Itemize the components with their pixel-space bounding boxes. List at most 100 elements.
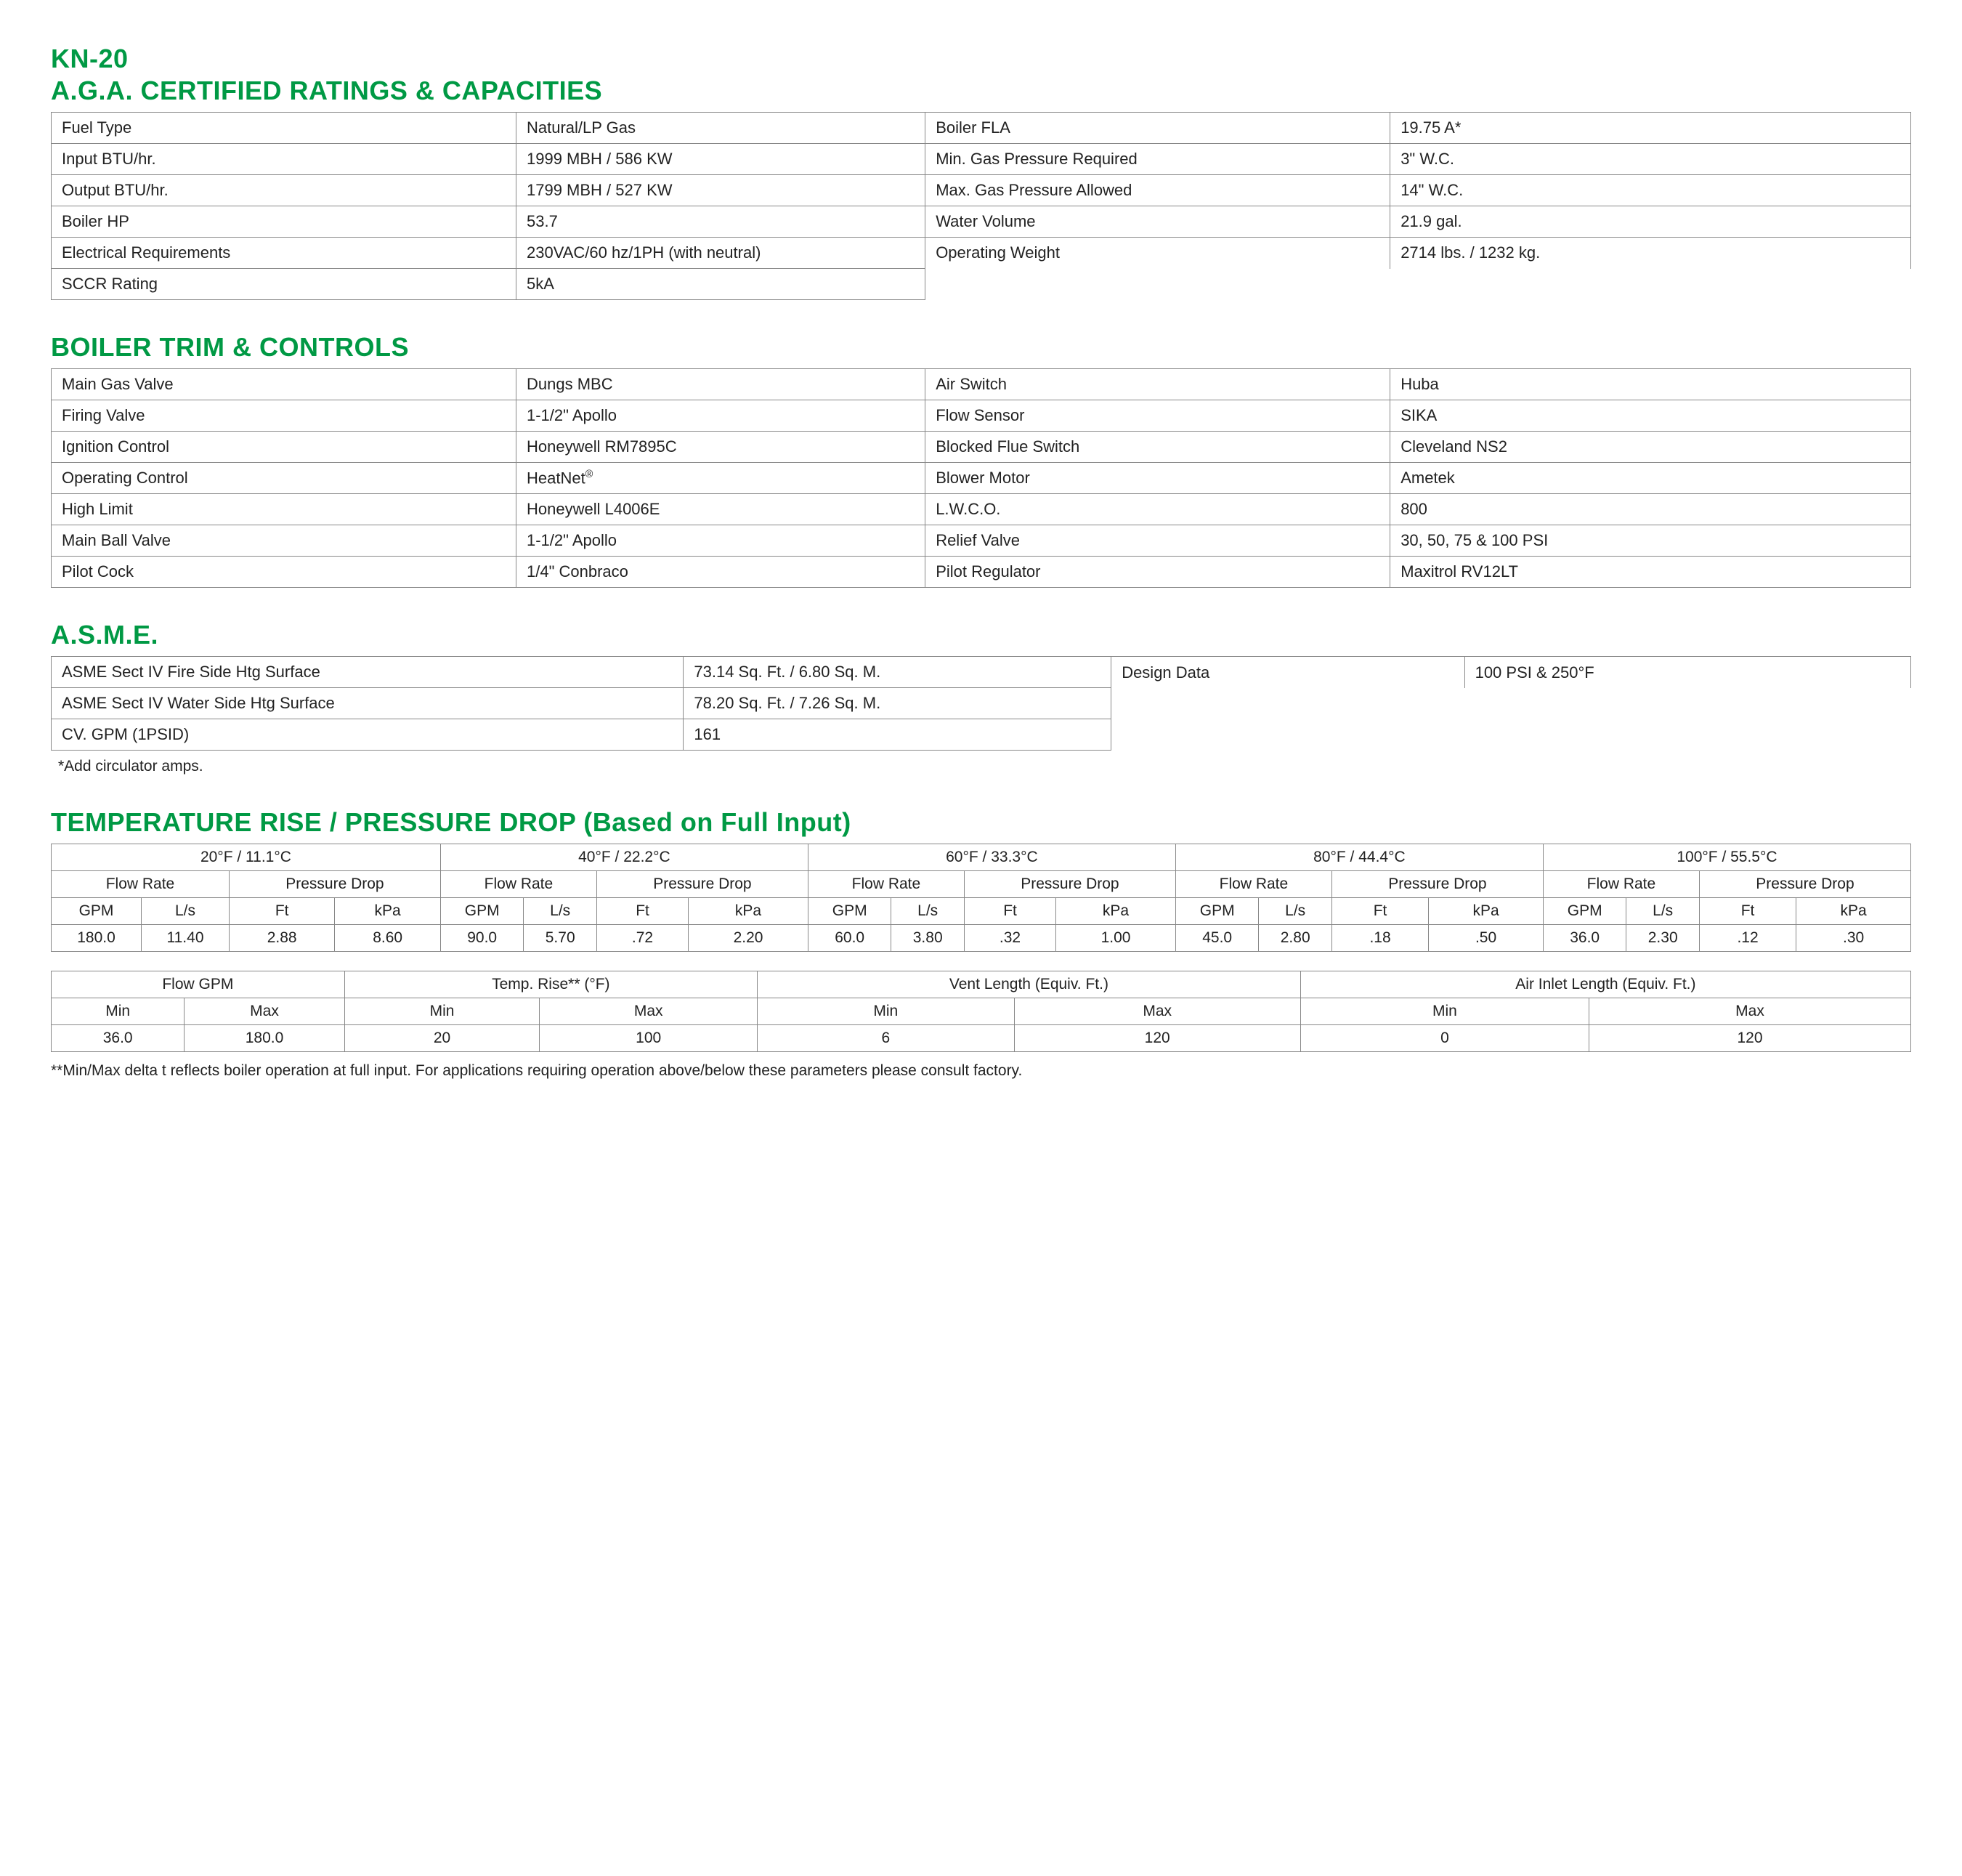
- temp-value: .12: [1699, 925, 1796, 952]
- temp-sub-header: Flow Rate: [1543, 871, 1699, 898]
- temp-sub-header: Pressure Drop: [1331, 871, 1543, 898]
- limits-subheader: Min: [52, 998, 185, 1025]
- limits-header: Vent Length (Equiv. Ft.): [758, 971, 1301, 998]
- temp-unit-header: L/s: [891, 898, 965, 925]
- temp-value: .18: [1331, 925, 1428, 952]
- temp-group-header: 20°F / 11.1°C: [52, 844, 441, 871]
- table-cell: Honeywell RM7895C: [516, 432, 925, 463]
- table-cell: Cleveland NS2: [1390, 432, 1911, 463]
- temp-group-header: 40°F / 22.2°C: [440, 844, 808, 871]
- temp-unit-header: Ft: [596, 898, 688, 925]
- table-cell: 1-1/2" Apollo: [516, 400, 925, 432]
- table-cell: 230VAC/60 hz/1PH (with neutral): [516, 238, 925, 269]
- limits-header: Flow GPM: [52, 971, 345, 998]
- temp-unit-header: Ft: [964, 898, 1055, 925]
- limits-subheader: Max: [540, 998, 758, 1025]
- table-cell: [1464, 719, 1910, 751]
- limits-subheader: Min: [758, 998, 1015, 1025]
- temp-group-header: 80°F / 44.4°C: [1175, 844, 1543, 871]
- asme-note: *Add circulator amps.: [58, 758, 1911, 775]
- table-cell: Flow Sensor: [925, 400, 1390, 432]
- temp-sub-header: Flow Rate: [52, 871, 230, 898]
- table-cell: Firing Valve: [52, 400, 516, 432]
- temp-value: 2.80: [1259, 925, 1332, 952]
- table-cell: Relief Valve: [925, 525, 1390, 557]
- temp-sub-header: Flow Rate: [1175, 871, 1331, 898]
- limits-value: 20: [344, 1025, 540, 1052]
- limits-note: **Min/Max delta t reflects boiler operat…: [51, 1062, 1911, 1080]
- temp-unit-header: GPM: [440, 898, 524, 925]
- table-cell: 78.20 Sq. Ft. / 7.26 Sq. M.: [684, 688, 1111, 719]
- table-cell: Ametek: [1390, 463, 1911, 494]
- temp-value: .72: [596, 925, 688, 952]
- temp-value: 60.0: [808, 925, 891, 952]
- table-cell: Design Data: [1111, 657, 1464, 688]
- table-cell: Min. Gas Pressure Required: [925, 144, 1390, 175]
- limits-header: Air Inlet Length (Equiv. Ft.): [1300, 971, 1910, 998]
- temp-sub-header: Flow Rate: [808, 871, 964, 898]
- asme-title: A.S.M.E.: [51, 620, 1911, 650]
- model-number: KN-20: [51, 44, 1911, 74]
- table-cell: 161: [684, 719, 1111, 751]
- table-cell: Main Ball Valve: [52, 525, 516, 557]
- limits-table: Flow GPMTemp. Rise** (°F)Vent Length (Eq…: [51, 971, 1911, 1052]
- temp-sub-header: Pressure Drop: [964, 871, 1175, 898]
- temp-unit-header: kPa: [1429, 898, 1544, 925]
- temp-unit-header: kPa: [689, 898, 808, 925]
- temp-unit-header: kPa: [1056, 898, 1176, 925]
- temp-unit-header: L/s: [1259, 898, 1332, 925]
- table-cell: Dungs MBC: [516, 369, 925, 400]
- table-cell: 1799 MBH / 527 KW: [516, 175, 925, 206]
- table-cell: 19.75 A*: [1390, 113, 1911, 144]
- table-cell: Ignition Control: [52, 432, 516, 463]
- table-cell: 1-1/2" Apollo: [516, 525, 925, 557]
- table-cell: Honeywell L4006E: [516, 494, 925, 525]
- table-cell: CV. GPM (1PSID): [52, 719, 684, 751]
- table-cell: [925, 269, 1390, 300]
- table-cell: [1464, 688, 1910, 719]
- temp-sub-header: Pressure Drop: [229, 871, 440, 898]
- temp-value: 8.60: [335, 925, 440, 952]
- table-cell: 2714 lbs. / 1232 kg.: [1390, 238, 1911, 269]
- limits-header: Temp. Rise** (°F): [344, 971, 757, 998]
- table-cell: Natural/LP Gas: [516, 113, 925, 144]
- table-cell: 1999 MBH / 586 KW: [516, 144, 925, 175]
- table-cell: 3" W.C.: [1390, 144, 1911, 175]
- table-cell: 1/4" Conbraco: [516, 557, 925, 588]
- table-cell: 21.9 gal.: [1390, 206, 1911, 238]
- table-cell: 30, 50, 75 & 100 PSI: [1390, 525, 1911, 557]
- temp-value: .32: [964, 925, 1055, 952]
- table-cell: Operating Weight: [925, 238, 1390, 269]
- temp-unit-header: kPa: [1796, 898, 1911, 925]
- temp-value: 2.88: [229, 925, 334, 952]
- table-cell: Pilot Cock: [52, 557, 516, 588]
- limits-value: 36.0: [52, 1025, 185, 1052]
- table-cell: Pilot Regulator: [925, 557, 1390, 588]
- temp-unit-header: GPM: [808, 898, 891, 925]
- temp-value: 11.40: [142, 925, 230, 952]
- table-cell: Boiler HP: [52, 206, 516, 238]
- temp-value: 90.0: [440, 925, 524, 952]
- table-cell: Huba: [1390, 369, 1911, 400]
- table-cell: Output BTU/hr.: [52, 175, 516, 206]
- temp-value: 36.0: [1543, 925, 1626, 952]
- table-cell: Maxitrol RV12LT: [1390, 557, 1911, 588]
- ratings-title: A.G.A. CERTIFIED RATINGS & CAPACITIES: [51, 76, 1911, 106]
- table-cell: SCCR Rating: [52, 269, 516, 300]
- limits-subheader: Min: [1300, 998, 1589, 1025]
- temp-sub-header: Pressure Drop: [596, 871, 808, 898]
- limits-value: 120: [1014, 1025, 1300, 1052]
- temp-value: 45.0: [1175, 925, 1259, 952]
- temp-value: 2.30: [1626, 925, 1700, 952]
- temp-group-header: 100°F / 55.5°C: [1543, 844, 1910, 871]
- trim-title: BOILER TRIM & CONTROLS: [51, 332, 1911, 363]
- temp-unit-header: GPM: [1543, 898, 1626, 925]
- table-cell: Operating Control: [52, 463, 516, 494]
- temp-value: 1.00: [1056, 925, 1176, 952]
- table-cell: 73.14 Sq. Ft. / 6.80 Sq. M.: [684, 657, 1111, 688]
- limits-value: 180.0: [185, 1025, 344, 1052]
- temp-value: 3.80: [891, 925, 965, 952]
- table-cell: HeatNet®: [516, 463, 925, 494]
- temprise-title: TEMPERATURE RISE / PRESSURE DROP (Based …: [51, 807, 1911, 838]
- temp-unit-header: GPM: [1175, 898, 1259, 925]
